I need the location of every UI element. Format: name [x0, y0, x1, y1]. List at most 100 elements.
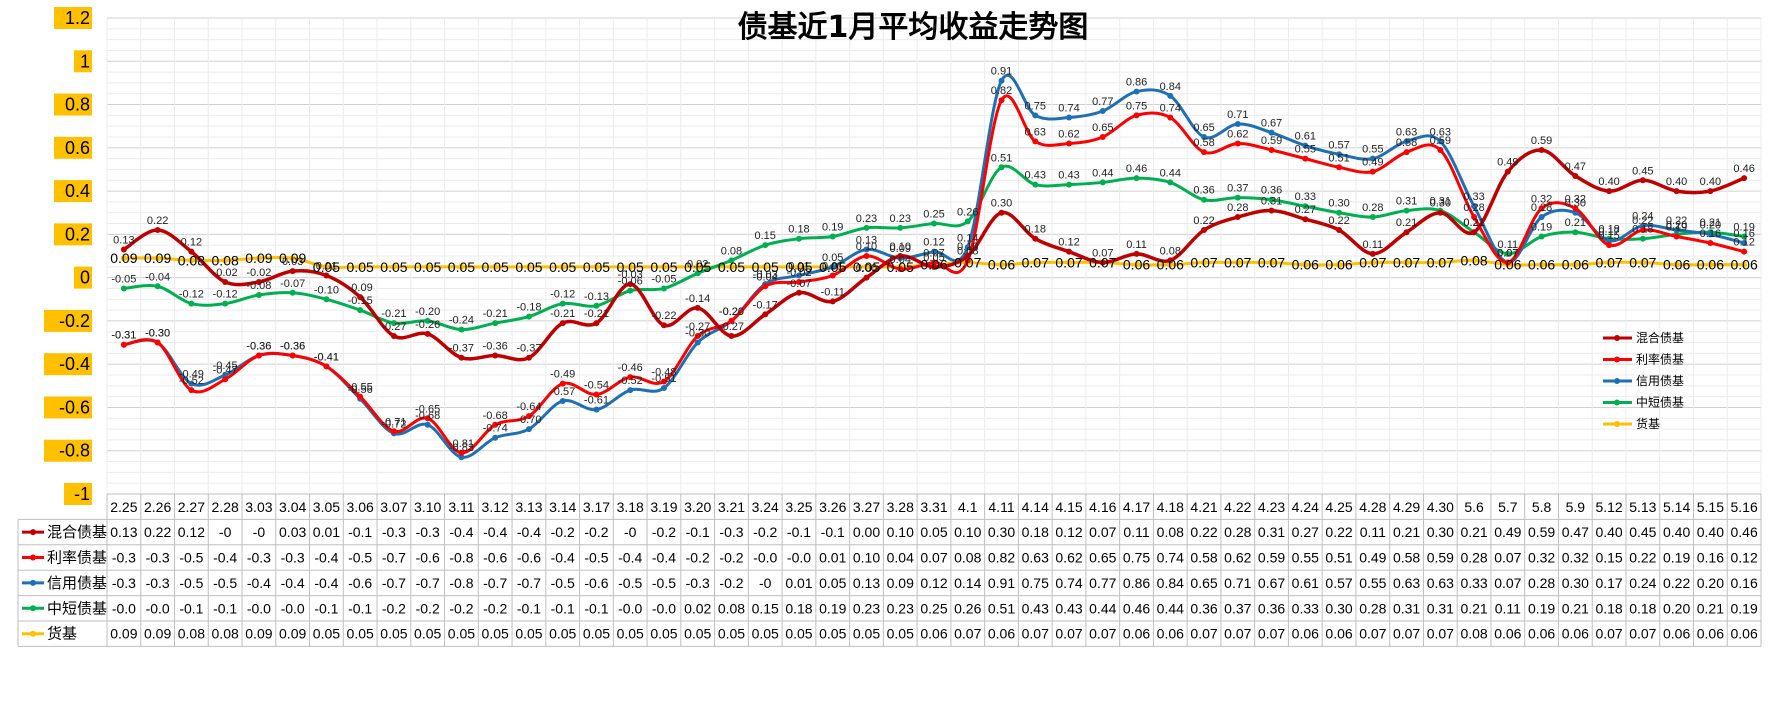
table-cell: -0.4 — [247, 575, 271, 591]
data-label: -0.12 — [213, 289, 238, 301]
data-point — [1572, 229, 1579, 236]
data-point — [829, 298, 836, 305]
data-point — [863, 274, 870, 281]
table-cell: 0.11 — [1495, 600, 1521, 616]
data-point — [559, 263, 566, 270]
data-point — [1066, 248, 1073, 255]
data-label: -0.45 — [213, 360, 238, 372]
legend-marker — [1614, 399, 1620, 406]
table-cell: 0.05 — [482, 626, 509, 642]
data-point — [289, 352, 296, 359]
table-cell: -0.1 — [821, 524, 845, 540]
data-point — [492, 352, 499, 359]
table-legend-marker — [30, 579, 36, 586]
data-label: -0.47 — [213, 364, 238, 376]
table-cell: -0.6 — [517, 550, 541, 566]
table-cell: 0.16 — [1730, 575, 1757, 591]
data-point — [694, 304, 701, 311]
data-point — [1437, 259, 1444, 266]
data-point — [1201, 227, 1208, 234]
data-label: 0.40 — [1700, 176, 1721, 188]
table-cell: 0.00 — [853, 524, 880, 540]
data-label: -0.10 — [314, 284, 339, 296]
data-label: 0.09 — [890, 243, 911, 255]
data-point — [188, 257, 195, 264]
data-point — [188, 300, 195, 307]
data-point — [1167, 261, 1174, 268]
data-label: 0.18 — [1632, 224, 1653, 236]
legend-marker — [1614, 378, 1620, 384]
x-tick-label: 3.19 — [650, 499, 677, 515]
data-label: -0.03 — [753, 269, 778, 281]
data-label: 0.07 — [1258, 254, 1285, 270]
data-label: 0.32 — [1565, 193, 1586, 205]
data-point — [1673, 188, 1680, 195]
data-label: 0.63 — [1396, 126, 1417, 138]
table-cell: -0.5 — [652, 575, 676, 591]
data-point — [1201, 196, 1208, 203]
x-tick-label: 4.21 — [1190, 499, 1217, 515]
data-point — [863, 224, 870, 231]
data-point — [1336, 227, 1343, 234]
table-cell: 0.40 — [1697, 524, 1724, 540]
data-label: 0.86 — [1126, 77, 1147, 89]
x-tick-label: 4.24 — [1292, 499, 1319, 515]
data-point — [1403, 138, 1410, 145]
data-label: 0.65 — [1193, 122, 1214, 134]
data-point — [1403, 149, 1410, 156]
table-cell: 0.18 — [1595, 600, 1622, 616]
data-label: -0.48 — [651, 366, 676, 378]
x-tick-label: 3.03 — [245, 499, 272, 515]
data-point — [1437, 138, 1444, 145]
data-label: 0.05 — [887, 259, 914, 275]
data-point — [1268, 146, 1275, 153]
table-cell: 0.44 — [1157, 600, 1184, 616]
data-label: 0.05 — [923, 252, 944, 264]
x-tick-label: 5.9 — [1566, 499, 1586, 515]
data-point — [931, 263, 937, 270]
data-label: -0.14 — [685, 293, 710, 305]
table-cell: 0.06 — [1123, 626, 1150, 642]
data-label: -0.70 — [516, 414, 541, 426]
table-cell: 0.07 — [1427, 626, 1454, 642]
table-cell: 0.07 — [920, 550, 947, 566]
x-tick-label: 4.17 — [1123, 499, 1150, 515]
data-label: -0.36 — [483, 341, 508, 353]
table-cell: -0.5 — [618, 575, 642, 591]
table-cell: 0.06 — [1494, 626, 1521, 642]
table-cell: 0.16 — [1697, 550, 1724, 566]
data-label: 0.30 — [1430, 198, 1451, 210]
table-cell: 0.05 — [549, 626, 576, 642]
data-label: 0.31 — [1261, 196, 1282, 208]
data-labels: 0.13 0.22 0.12 -0.02 -0.02 0.03 0.01 -0.09 -0.27… — [110, 66, 1758, 454]
table-cell: -0.7 — [517, 575, 541, 591]
data-point — [424, 415, 431, 422]
table-cell: -0.3 — [112, 575, 136, 591]
table-cell: 0.71 — [1224, 575, 1251, 591]
data-label: -0.81 — [449, 438, 474, 450]
data-point — [795, 278, 802, 285]
data-point — [1167, 92, 1174, 99]
data-label: 0.33 — [1295, 191, 1316, 203]
data-label: 0.43 — [1025, 170, 1046, 182]
data-label: -0.31 — [111, 330, 136, 342]
data-label: 0.82 — [991, 85, 1012, 97]
y-tick-label-background — [54, 7, 92, 29]
x-tick-label: 4.16 — [1089, 499, 1116, 515]
data-label: 0.31 — [1396, 196, 1417, 208]
data-point — [1268, 259, 1275, 266]
data-point — [1302, 261, 1309, 268]
y-tick-label: -1 — [74, 484, 90, 504]
data-label: -0.27 — [719, 321, 744, 333]
data-label: 0.74 — [1160, 103, 1181, 115]
data-label: -0.36 — [280, 341, 305, 353]
data-label: -0.21 — [483, 308, 508, 320]
data-point — [289, 268, 296, 275]
data-label: 0.61 — [1295, 131, 1316, 143]
data-point — [357, 393, 364, 400]
data-label: -0.07 — [280, 278, 305, 290]
table-cell: 0.40 — [1663, 524, 1690, 540]
table-cell: 0.05 — [785, 626, 812, 642]
x-tick-label: 5.15 — [1697, 499, 1724, 515]
